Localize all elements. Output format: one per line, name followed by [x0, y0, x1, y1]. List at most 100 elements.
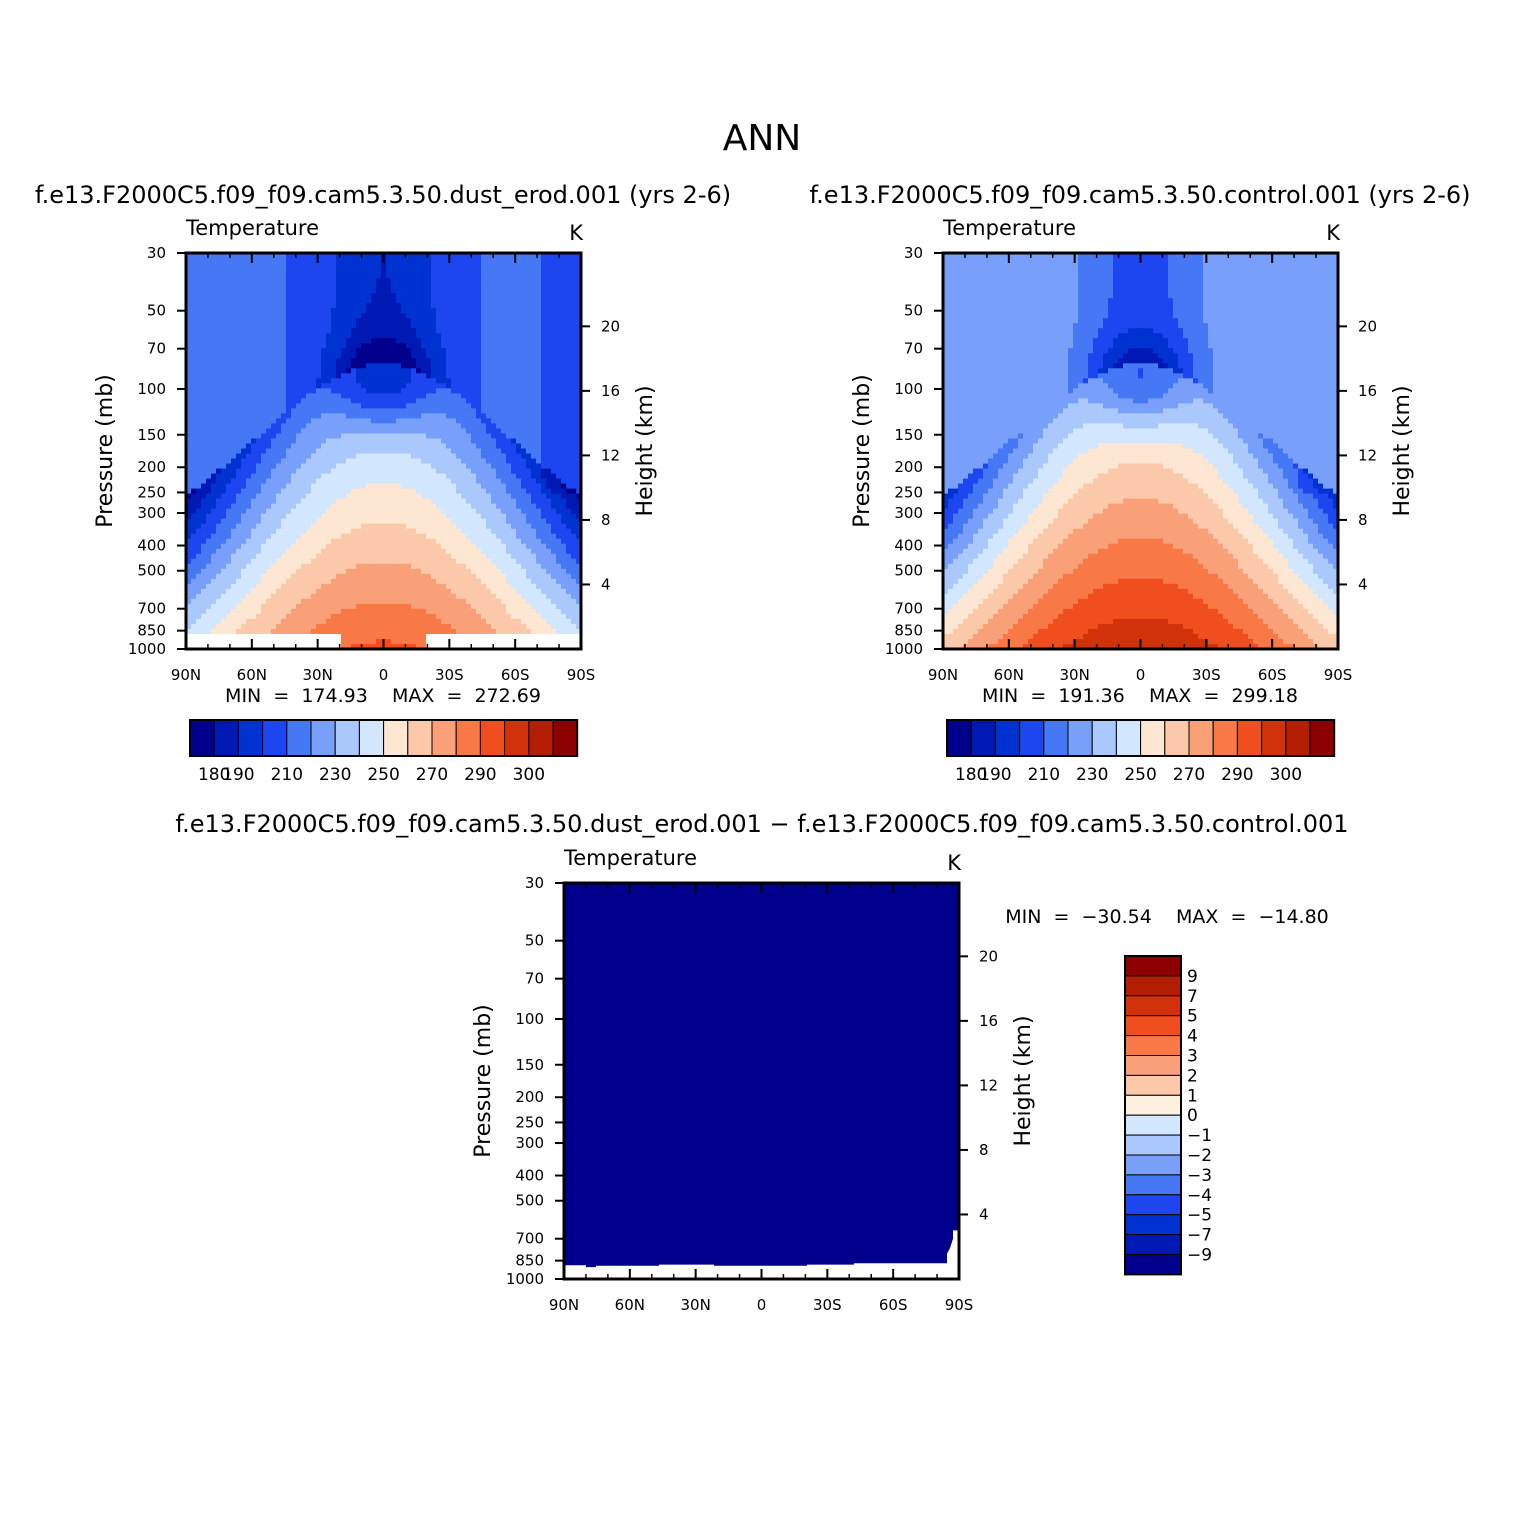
contour-cell: [256, 568, 262, 575]
contour-cell: [551, 268, 557, 274]
contour-cell: [406, 478, 412, 485]
contour-cell: [556, 503, 562, 510]
contour-cell: [426, 488, 432, 495]
contour-cell: [421, 543, 427, 550]
contour-cell: [306, 533, 312, 540]
contour-cell: [211, 468, 217, 475]
contour-cell: [511, 373, 517, 379]
contour-cell: [396, 263, 402, 269]
contour-cell: [331, 493, 337, 500]
contour-cell: [351, 558, 357, 565]
contour-cell: [441, 453, 447, 460]
contour-cell: [561, 278, 567, 284]
contour-cell: [576, 468, 581, 475]
contour-cell: [456, 443, 462, 450]
contour-cell: [231, 508, 237, 515]
contour-cell: [266, 473, 272, 480]
contour-cell: [521, 463, 527, 470]
contour-cell: [281, 553, 287, 560]
contour-cell: [221, 388, 227, 394]
contour-cell: [561, 553, 567, 560]
contour-cell: [386, 553, 392, 560]
contour-cell: [326, 363, 332, 369]
contour-cell: [446, 528, 452, 535]
contour-cell: [551, 263, 557, 269]
contour-cell: [556, 428, 562, 435]
contour-cell: [396, 478, 402, 485]
contour-cell: [241, 508, 247, 515]
contour-cell: [271, 508, 277, 515]
contour-cell: [466, 553, 472, 560]
contour-cell: [471, 418, 477, 425]
contour-cell: [411, 433, 417, 440]
contour-cell: [511, 343, 517, 349]
contour-cell: [216, 543, 222, 550]
contour-cell: [451, 468, 457, 475]
contour-cell: [281, 483, 287, 490]
contour-cell: [256, 493, 262, 500]
contour-cell: [391, 328, 397, 334]
contour-cell: [236, 458, 242, 465]
contour-cell: [331, 298, 337, 304]
contour-cell: [501, 463, 507, 470]
contour-cell: [206, 528, 212, 535]
contour-cell: [261, 383, 267, 389]
contour-cell: [476, 253, 482, 259]
contour-cell: [566, 363, 572, 369]
contour-cell: [561, 343, 567, 349]
contour-cell: [206, 568, 212, 575]
contour-cell: [346, 393, 352, 399]
contour-cell: [346, 458, 352, 465]
contour-cell: [371, 533, 377, 540]
contour-cell: [471, 258, 477, 264]
contour-cell: [301, 353, 307, 359]
contour-cell: [351, 483, 357, 490]
contour-cell: [421, 398, 427, 404]
contour-cell: [501, 493, 507, 500]
contour-cell: [501, 548, 507, 555]
contour-cell: [366, 478, 372, 485]
contour-cell: [451, 413, 457, 420]
contour-cell: [386, 303, 392, 309]
contour-cell: [536, 468, 542, 475]
contour-cell: [251, 503, 257, 510]
contour-cell: [281, 363, 287, 369]
contour-cell: [246, 523, 252, 530]
contour-cell: [241, 468, 247, 475]
contour-cell: [381, 473, 387, 480]
contour-cell: [306, 518, 312, 525]
contour-cell: [186, 423, 192, 430]
contour-cell: [206, 443, 212, 450]
contour-cell: [431, 268, 437, 274]
contour-cell: [506, 433, 512, 440]
contour-cell: [356, 448, 362, 455]
contour-cell: [316, 363, 322, 369]
contour-cell: [191, 258, 197, 264]
contour-cell: [541, 478, 547, 485]
contour-cell: [246, 383, 252, 389]
contour-cell: [316, 403, 322, 409]
contour-cell: [351, 323, 357, 329]
contour-cell: [251, 388, 257, 394]
contour-cell: [506, 443, 512, 450]
contour-cell: [521, 368, 527, 374]
contour-cell: [316, 288, 322, 294]
contour-cell: [416, 323, 422, 329]
contour-cell: [251, 443, 257, 450]
contour-cell: [441, 273, 447, 279]
contour-cell: [421, 298, 427, 304]
contour-cell: [491, 408, 497, 414]
contour-cell: [386, 293, 392, 299]
contour-cell: [261, 468, 267, 475]
contour-cell: [211, 488, 217, 495]
contour-cell: [391, 483, 397, 490]
contour-cell: [466, 448, 472, 455]
contour-cell: [301, 378, 307, 384]
contour-cell: [296, 363, 302, 369]
contour-cell: [561, 543, 567, 550]
contour-cell: [446, 453, 452, 460]
contour-cell: [316, 388, 322, 394]
contour-cell: [531, 398, 537, 404]
contour-cell: [376, 498, 382, 505]
contour-cell: [406, 513, 412, 520]
